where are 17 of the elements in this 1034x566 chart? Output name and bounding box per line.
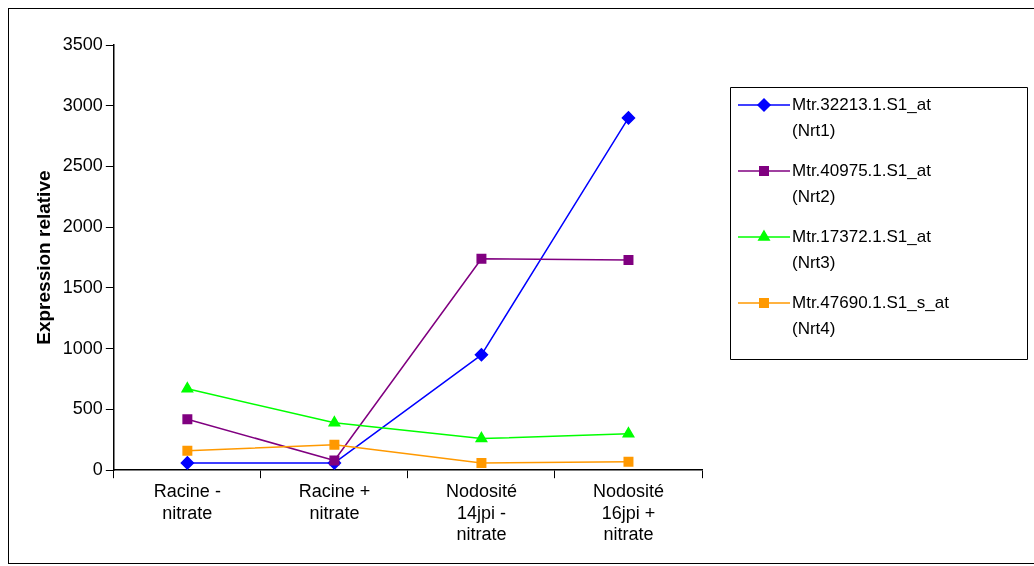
y-tick-label: 0 [92, 459, 103, 480]
y-tick-label: 3500 [62, 33, 103, 54]
y-tick-label: 500 [72, 398, 103, 419]
y-tick-label: 2500 [62, 155, 103, 176]
legend-label: Mtr.47690.1.S1_s_at (Nrt4) [792, 292, 950, 338]
x-tick-label: Nodosité 14jpi - nitrate [445, 480, 517, 545]
x-tick-label: Racine - nitrate [153, 480, 221, 523]
legend-label: Mtr.40975.1.S1_at (Nrt2) [792, 160, 932, 206]
y-tick-label: 3000 [62, 94, 103, 115]
legend-label: Mtr.17372.1.S1_at (Nrt3) [792, 226, 932, 272]
x-tick-label: Racine + nitrate [298, 480, 371, 523]
y-tick-label: 1500 [62, 276, 103, 297]
y-axis-title: Expression relative [32, 170, 54, 345]
x-tick-label: Nodosité 16jpi + nitrate [592, 480, 664, 545]
y-tick-label: 2000 [62, 216, 103, 237]
y-tick-label: 1000 [62, 337, 103, 358]
legend-label: Mtr.32213.1.S1_at (Nrt1) [792, 94, 932, 140]
